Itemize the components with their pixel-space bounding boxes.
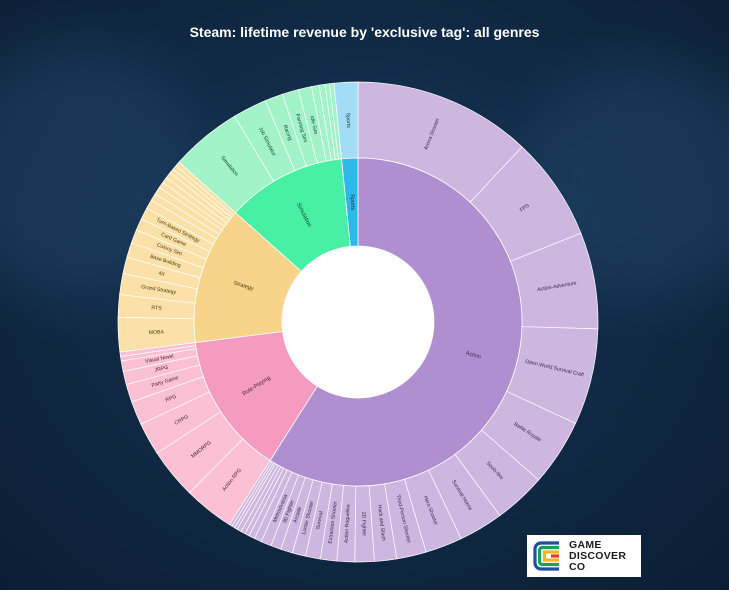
logo-text: GAME DISCOVER CO bbox=[569, 538, 627, 573]
logo-line-1: GAME bbox=[569, 538, 602, 551]
gamediscoverco-logo: GAME DISCOVER CO bbox=[527, 535, 641, 577]
tag-label-rts: RTS bbox=[151, 305, 162, 312]
genre-label-sports: Sports bbox=[349, 194, 356, 211]
tag-label-hack-and-slash: Hack and Slash bbox=[376, 504, 386, 541]
tag-label-4x: 4X bbox=[158, 271, 166, 278]
genre-label-action: Action bbox=[465, 350, 482, 360]
tag-label-racing: Racing bbox=[282, 124, 293, 141]
tag-label-arcade: Arcade bbox=[293, 506, 304, 524]
tag-label-sports: Sports bbox=[344, 113, 351, 129]
genre-ring bbox=[193, 157, 523, 487]
logo-icon bbox=[533, 541, 559, 571]
chart-title: Steam: lifetime revenue by 'exclusive ta… bbox=[189, 24, 540, 40]
tag-ring bbox=[117, 81, 599, 563]
tag-label-extraction-shooter: Extraction Shooter bbox=[328, 501, 339, 544]
tag-label-2d-fighter: 2D Fighter bbox=[360, 512, 367, 537]
tag-label-grand-strategy: Grand Strategy bbox=[141, 284, 177, 296]
genre-label-strategy: Strategy bbox=[233, 280, 255, 292]
logo-line-3: CO bbox=[569, 560, 586, 573]
tag-label-fps: FPS bbox=[519, 203, 531, 214]
tag-label-jrpg: JRPG bbox=[154, 365, 169, 374]
tag-label-rpg: RPG bbox=[165, 394, 178, 404]
tag-label-moba: MOBA bbox=[148, 329, 164, 336]
tag-label-idle-sim: Idle Sim bbox=[308, 115, 318, 135]
tag-label-survival: Survival bbox=[315, 511, 324, 530]
tag-label-visual-novel: Visual Novel bbox=[145, 354, 174, 365]
logo-line-2: DISCOVER bbox=[569, 549, 627, 562]
tag-label-action-roguelike: Action Roguelike bbox=[344, 504, 352, 543]
center-hole bbox=[282, 246, 434, 398]
